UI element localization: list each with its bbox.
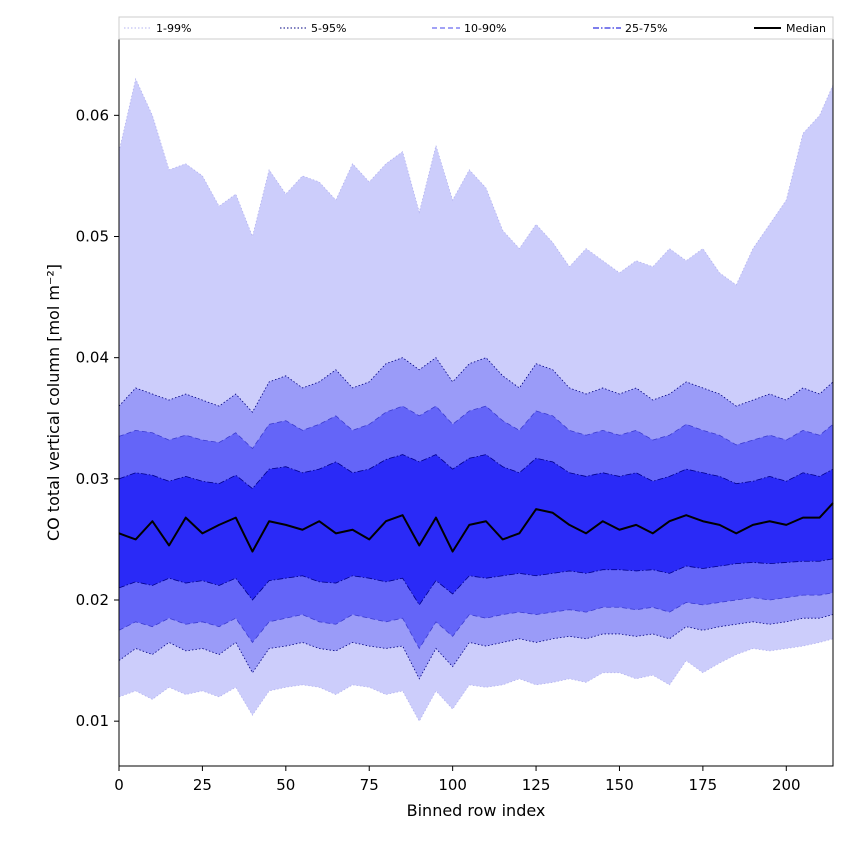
band-edge-lines bbox=[118, 77, 834, 722]
legend: 1-99% 5-95% 10-90% 25-75% Median bbox=[118, 16, 834, 40]
legend-label-median: Median bbox=[786, 22, 826, 35]
x-tick-label: 75 bbox=[360, 776, 379, 794]
band-25-75-upper-line bbox=[118, 454, 834, 490]
x-tick-label: 175 bbox=[689, 776, 718, 794]
band-25-75-lower-line bbox=[118, 558, 834, 606]
band-25-75 bbox=[119, 454, 833, 605]
y-tick-label: 0.04 bbox=[76, 349, 109, 367]
band-10-90-upper-line bbox=[118, 405, 834, 450]
bands-layer bbox=[119, 78, 833, 722]
x-tick-label: 100 bbox=[438, 776, 467, 794]
x-axis-label: Binned row index bbox=[407, 801, 546, 820]
x-tick-label: 25 bbox=[193, 776, 212, 794]
x-tick-label: 0 bbox=[114, 776, 124, 794]
y-axis-label: CO total vertical column [mol m⁻²] bbox=[44, 264, 63, 541]
x-axis: 0 25 50 75 100 125 150 175 200 bbox=[114, 766, 801, 794]
x-tick-label: 150 bbox=[605, 776, 634, 794]
legend-label-1-99: 1-99% bbox=[156, 22, 191, 35]
median-layer bbox=[118, 502, 834, 553]
y-tick-label: 0.05 bbox=[76, 228, 109, 246]
legend-label-25-75: 25-75% bbox=[625, 22, 667, 35]
x-tick-label: 200 bbox=[772, 776, 801, 794]
legend-label-10-90: 10-90% bbox=[464, 22, 506, 35]
y-tick-label: 0.02 bbox=[76, 591, 109, 609]
y-axis: 0.01 0.02 0.03 0.04 0.05 0.06 bbox=[76, 106, 119, 730]
legend-frame bbox=[118, 16, 834, 40]
y-tick-label: 0.01 bbox=[76, 712, 109, 730]
x-tick-label: 125 bbox=[522, 776, 551, 794]
series-line-median bbox=[118, 502, 834, 553]
legend-label-5-95: 5-95% bbox=[311, 22, 346, 35]
x-tick-label: 50 bbox=[276, 776, 295, 794]
y-tick-label: 0.06 bbox=[76, 106, 109, 124]
band-1-99-lower-line bbox=[118, 638, 834, 722]
band-5-95-upper-line bbox=[118, 357, 834, 413]
band-10-90-lower-line bbox=[118, 592, 834, 650]
y-tick-label: 0.03 bbox=[76, 470, 109, 488]
